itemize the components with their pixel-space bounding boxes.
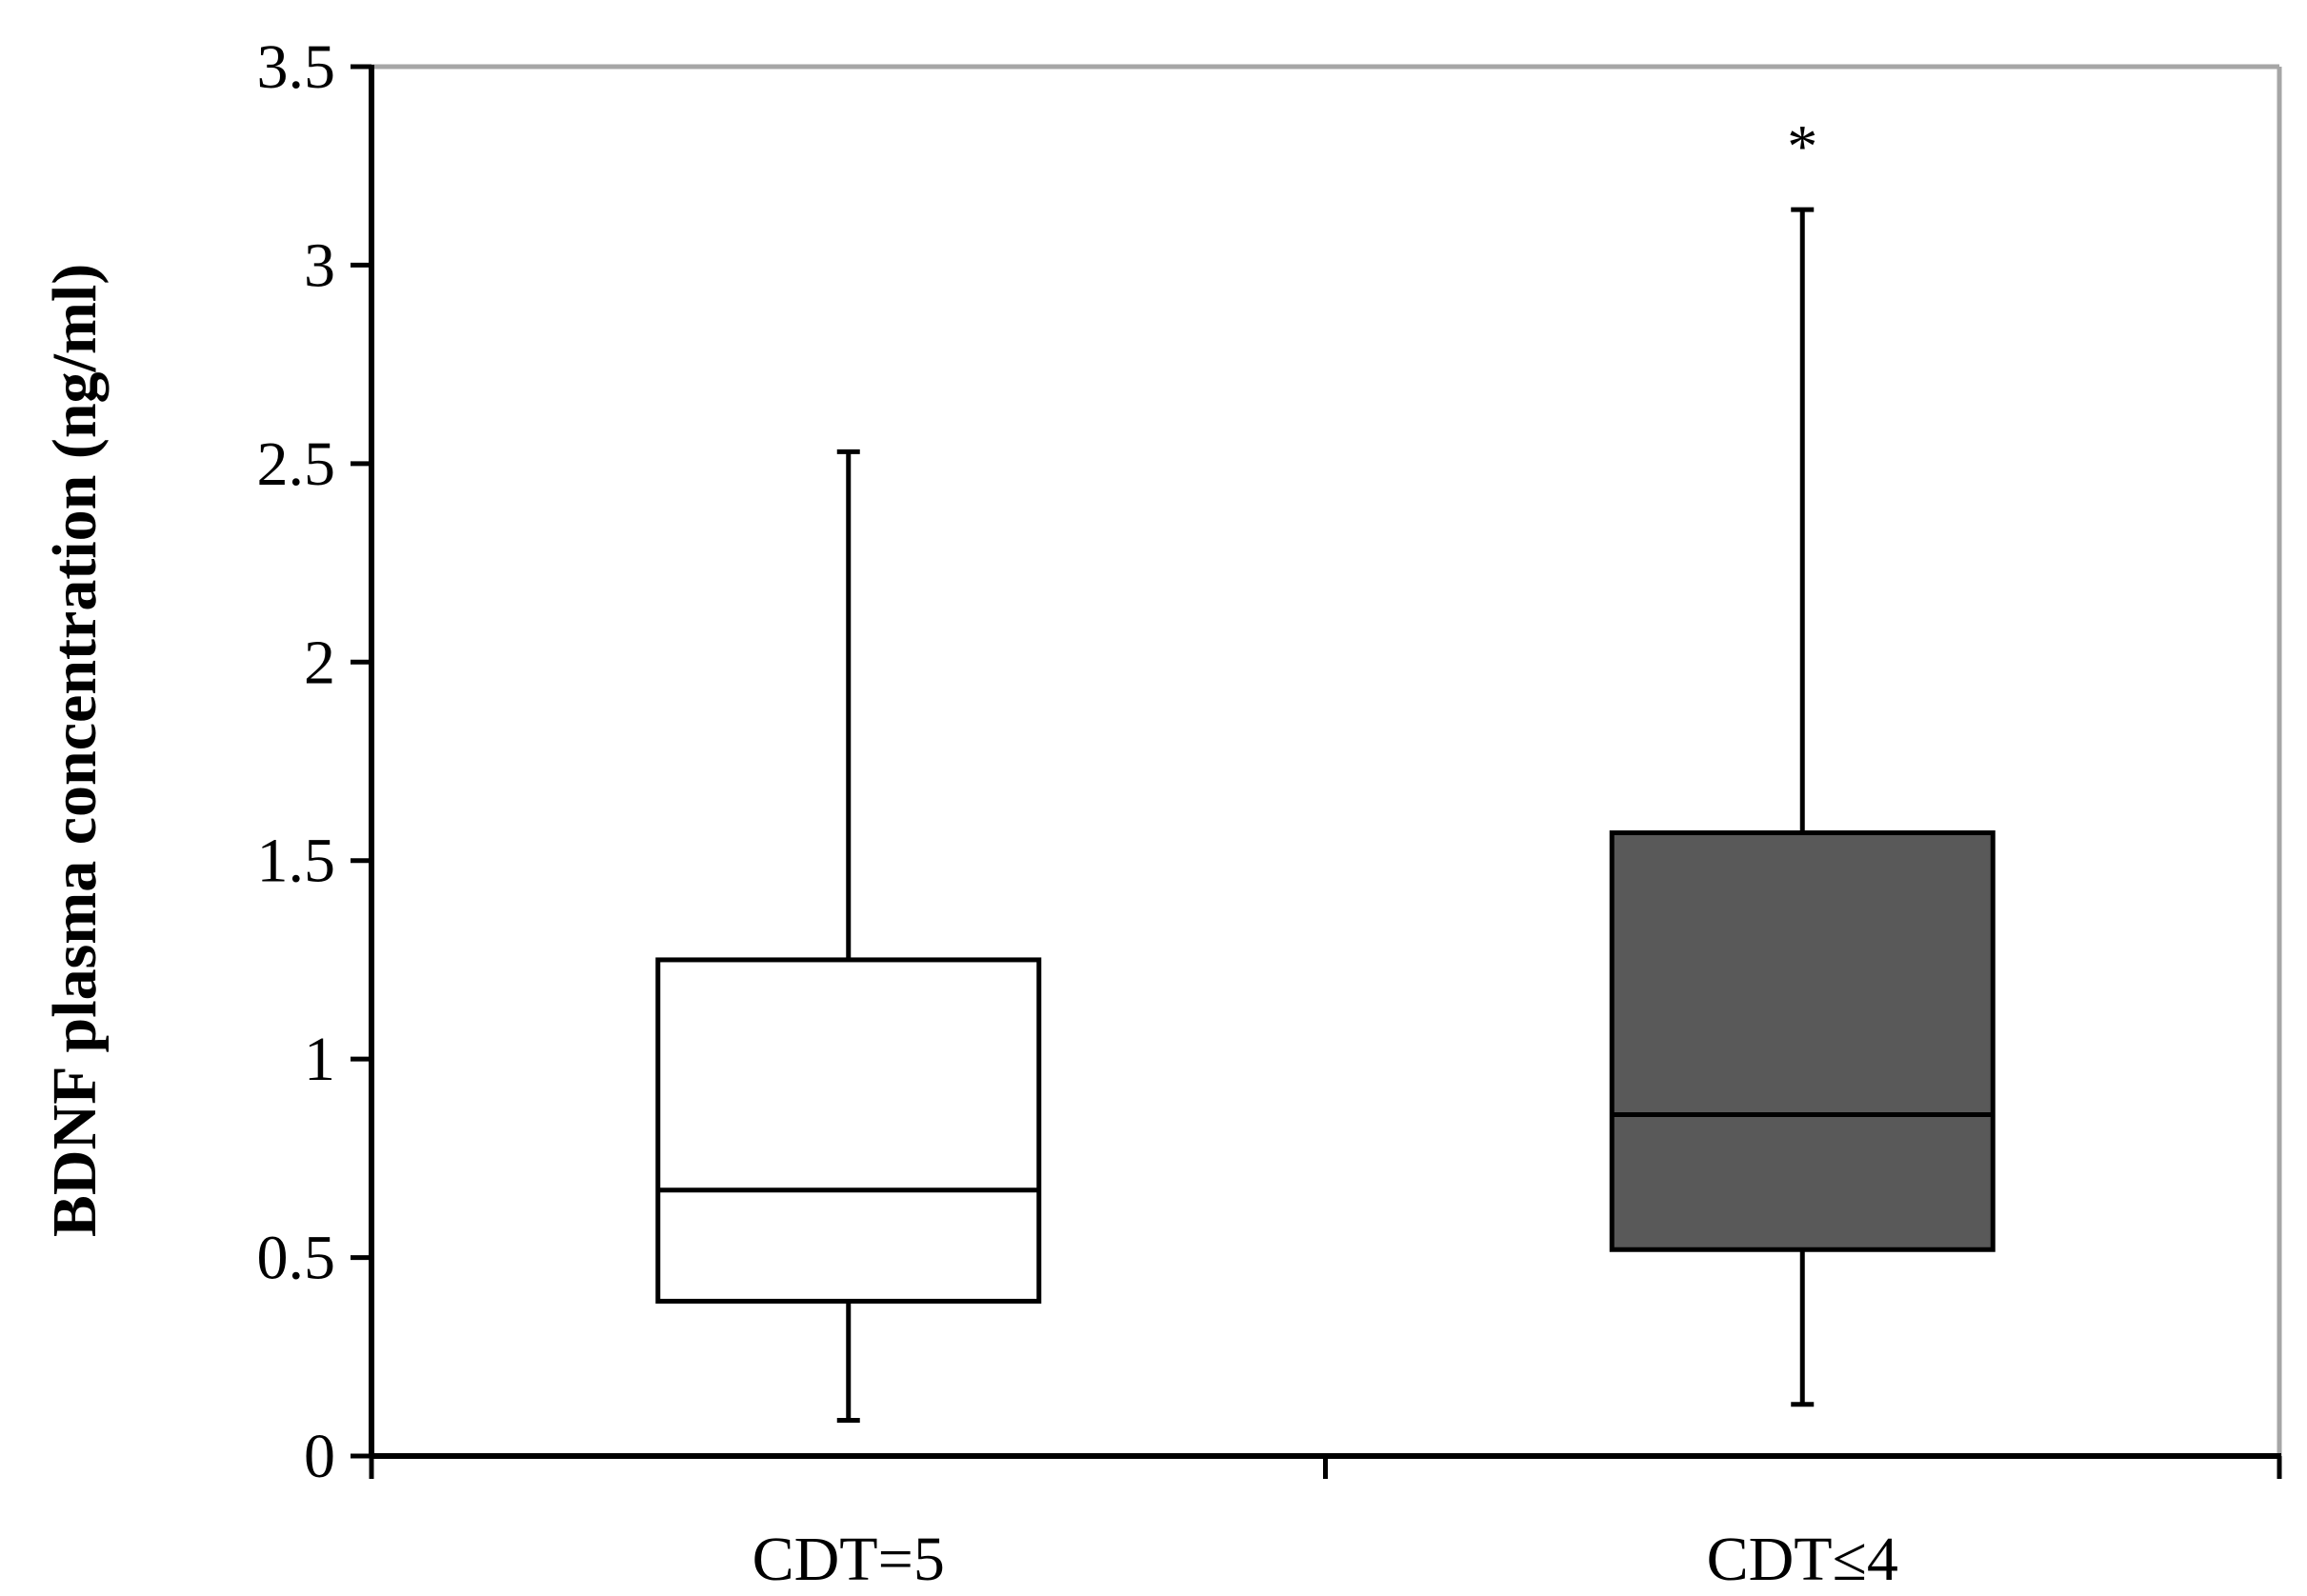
y-tick-label: 2.5 (257, 429, 336, 499)
box-group (655, 449, 1042, 1423)
y-tick-label: 2 (304, 628, 335, 697)
labels: 0 0.5 1 1.5 2 2.5 3 3.5 CDT=5 CDT≤4 * (257, 32, 1898, 1594)
category-label: CDT=5 (752, 1525, 945, 1594)
y-tick-label: 3 (304, 230, 335, 300)
plot-frame (371, 64, 2282, 1456)
significance-marker: * (1787, 112, 1817, 180)
y-axis-label: BDNF plasma concentration (ng/ml) (40, 264, 110, 1237)
y-tick-label: 3.5 (257, 32, 336, 102)
boxes (655, 207, 1996, 1423)
box-group (1609, 207, 1996, 1407)
y-tick-label: 1.5 (257, 827, 336, 896)
y-tick-label: 0.5 (257, 1224, 336, 1293)
category-label: CDT≤4 (1707, 1525, 1898, 1594)
box-iqr (1609, 830, 1996, 1252)
box-iqr (655, 957, 1042, 1304)
y-tick-label: 1 (304, 1025, 335, 1094)
y-tick-label: 0 (304, 1422, 335, 1491)
axes (351, 64, 2282, 1479)
